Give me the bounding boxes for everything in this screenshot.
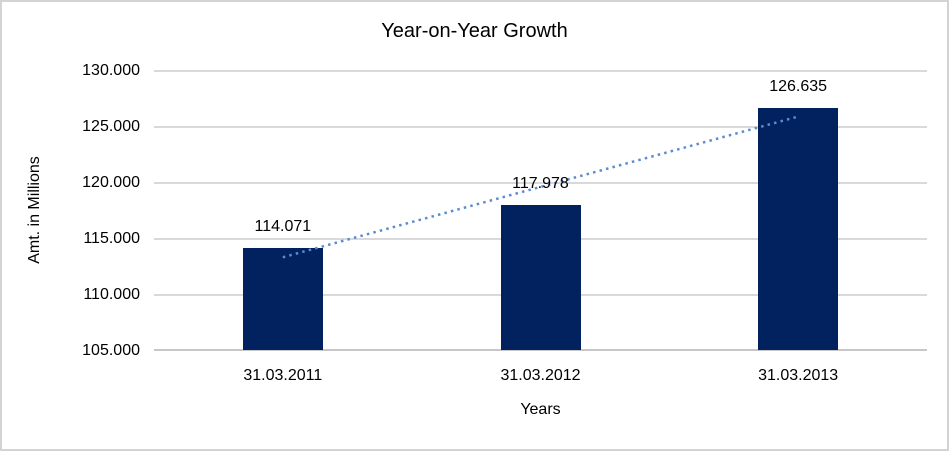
y-tick-label: 120.000 xyxy=(82,174,140,191)
y-tick-label: 115.000 xyxy=(83,230,140,247)
y-axis-title: Amt. in Millions xyxy=(26,156,43,264)
gridline xyxy=(154,126,927,128)
data-label: 117.978 xyxy=(512,174,569,192)
gridline xyxy=(154,70,927,72)
y-tick-label: 125.000 xyxy=(82,118,140,135)
gridline xyxy=(154,182,927,184)
data-label: 114.071 xyxy=(254,218,312,236)
plot-area xyxy=(154,70,927,351)
x-tick-label: 31.03.2012 xyxy=(500,367,581,384)
y-tick-label: 130.000 xyxy=(82,62,140,79)
chart-title: Year-on-Year Growth xyxy=(381,20,568,42)
bar-31.03.2012 xyxy=(500,204,581,350)
data-label: 126.635 xyxy=(769,77,828,95)
bar-31.03.2011 xyxy=(242,248,323,350)
bar-31.03.2013 xyxy=(758,107,839,350)
x-axis-line xyxy=(154,349,927,351)
x-tick-label: 31.03.2013 xyxy=(758,367,839,384)
y-tick-label: 105.000 xyxy=(82,342,140,359)
trendline xyxy=(282,115,799,259)
y-tick-label: 110.000 xyxy=(83,286,140,303)
x-tick-label: 31.03.2011 xyxy=(243,367,323,384)
x-axis-title: Years xyxy=(520,401,561,418)
